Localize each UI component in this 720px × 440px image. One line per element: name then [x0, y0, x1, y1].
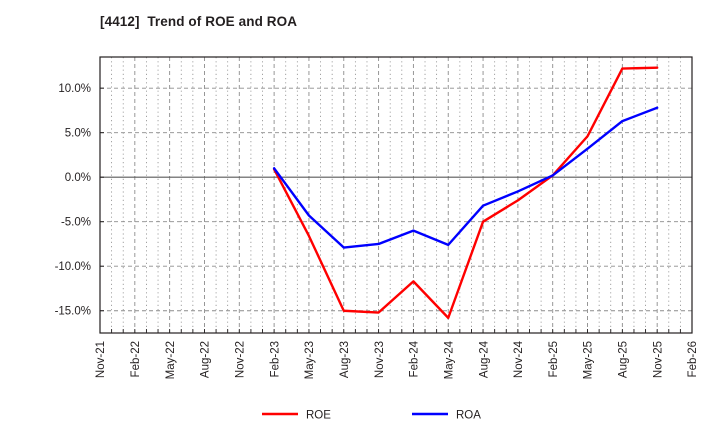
plot-frame	[99, 56, 693, 334]
x-axis-tick-label: Nov-23	[374, 341, 386, 378]
x-axis-tick-label: Aug-25	[618, 341, 630, 378]
x-axis-tick-label: Feb-22	[130, 341, 142, 377]
x-axis-tick-label: Feb-24	[409, 340, 421, 377]
x-axis-tick-label: May-22	[165, 341, 177, 379]
x-axis-tick-label: Nov-25	[652, 341, 664, 378]
y-axis-tick-label: -5.0%	[61, 217, 91, 229]
legend-label-roe: ROE	[306, 410, 331, 422]
x-axis-tick-label: Nov-24	[513, 340, 525, 378]
legend-label-roa: ROA	[456, 410, 481, 422]
x-axis-tick-label: Feb-23	[269, 341, 281, 377]
x-axis-tick-label: May-23	[304, 341, 316, 379]
data-series-layer	[272, 66, 659, 320]
x-axis-tick-label: May-24	[443, 340, 455, 379]
x-axis-tick-label: Feb-25	[548, 341, 560, 377]
x-axis-tick-labels: Nov-21 Feb-22 May-22 Aug-22 Nov-22 Feb-23 May-…	[95, 340, 699, 379]
axes-layer	[99, 56, 693, 334]
x-axis-tick-label: Aug-24	[478, 340, 490, 378]
y-axis-tick-label: -10.0%	[55, 261, 91, 273]
grid-layer	[99, 57, 693, 333]
series-line-roe	[272, 66, 659, 320]
x-axis-tick-label: Aug-22	[200, 341, 212, 378]
y-axis-tick-label: 0.0%	[65, 172, 91, 184]
chart-title: [4412] Trend of ROE and ROA	[100, 14, 298, 29]
y-axis-tick-label: 5.0%	[65, 128, 91, 140]
y-axis-tick-label: -15.0%	[55, 306, 91, 318]
x-axis-tick-label: Nov-22	[234, 341, 246, 378]
series-line-roa	[272, 106, 659, 249]
y-axis-tick-label: 10.0%	[58, 83, 91, 95]
x-axis-tick-label: May-25	[583, 341, 595, 379]
x-axis-tick-label: Aug-23	[339, 341, 351, 378]
x-axis-tick-label: Feb-26	[687, 341, 699, 377]
x-axis-tick-label: Nov-21	[95, 341, 107, 378]
chart-legend: ROE ROA	[262, 410, 481, 422]
y-axis-tick-labels: 10.0% 5.0% 0.0% -5.0% -10.0% -15.0%	[55, 83, 91, 318]
